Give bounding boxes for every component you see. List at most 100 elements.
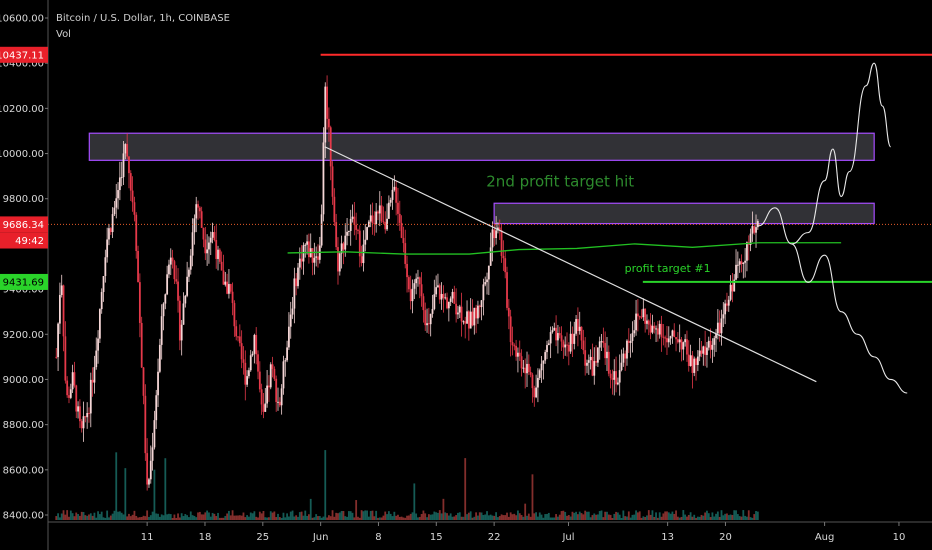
candle-body (224, 281, 227, 285)
volume-bar (69, 510, 72, 520)
candle-body (235, 326, 238, 337)
volume-bar (455, 515, 458, 520)
candle-body (106, 239, 109, 258)
volume-bar (622, 510, 625, 520)
candle-body (60, 285, 63, 295)
volume-bar (413, 483, 416, 520)
volume-bar (727, 515, 730, 520)
candle-body (449, 298, 452, 302)
candle-body (191, 232, 194, 256)
volume-bar (295, 515, 298, 520)
candle-body (555, 327, 557, 341)
candle-body (218, 249, 221, 262)
volume-bar (109, 515, 112, 520)
volume-bar (357, 516, 359, 520)
volume-bar (542, 517, 545, 520)
candle-body (438, 285, 441, 300)
volume-bar (135, 515, 138, 520)
candle-body (709, 340, 712, 350)
volume-bar (60, 513, 63, 520)
candle-body (467, 311, 470, 329)
candle-body (489, 247, 492, 266)
candle-body (278, 401, 281, 406)
candle-body (666, 338, 668, 343)
candle-body (707, 340, 710, 348)
candle-body (140, 322, 143, 368)
volume-bar (349, 511, 352, 520)
candle-body (651, 325, 654, 333)
volume-bar (222, 517, 225, 520)
volume-bar (366, 510, 368, 520)
volume-bar (148, 516, 150, 520)
volume-bar (749, 517, 752, 520)
volume-bar (331, 510, 334, 520)
volume-bar (578, 511, 581, 520)
candle-body (340, 243, 343, 254)
candle-body (695, 358, 697, 365)
candle-body (491, 229, 494, 248)
volume-bar (84, 515, 87, 520)
candle-body (193, 218, 196, 233)
candle-body (102, 276, 105, 293)
volume-bar (676, 516, 679, 520)
candle-body (255, 334, 258, 355)
candle-body (495, 230, 498, 239)
volume-bar (484, 514, 487, 520)
candle-body (146, 453, 149, 485)
candle-body (689, 355, 692, 366)
candle-body (453, 291, 456, 304)
volume-bar (302, 515, 305, 520)
candle-body (656, 328, 659, 335)
candle-body (644, 308, 647, 324)
volume-bar (424, 513, 427, 520)
volume-bar (533, 513, 536, 520)
candle-body (675, 337, 677, 340)
volume-bar (253, 511, 256, 520)
candle-body (535, 387, 538, 398)
volume-bar (309, 498, 312, 520)
volume-bar (417, 517, 419, 520)
candle-body (275, 378, 278, 403)
volume-bar (297, 516, 299, 520)
volume-bar (593, 513, 596, 520)
volume-bar (71, 513, 74, 520)
candle-body (451, 291, 454, 299)
volume-bar (560, 511, 563, 520)
volume-bar (82, 512, 85, 520)
candle-body (669, 336, 672, 339)
volume-bar (656, 517, 659, 520)
volume-bar (326, 517, 328, 520)
volume-bar (524, 503, 527, 520)
volume-bar (635, 510, 637, 520)
volume-bar (164, 458, 167, 520)
volume-bar (636, 512, 639, 520)
volume-bar (575, 511, 577, 520)
volume-bar (124, 468, 127, 520)
candle-body (720, 318, 723, 334)
volume-bar (387, 511, 390, 520)
x-tick-label: 11 (141, 532, 154, 543)
candle-body (667, 338, 670, 343)
volume-bar (569, 516, 572, 520)
candle-body (698, 350, 701, 357)
candle-body (342, 243, 345, 250)
candle-body (596, 347, 599, 363)
candle-body (338, 253, 341, 272)
volume-bar (427, 514, 430, 520)
volume-bar (340, 510, 343, 520)
volume-bar (129, 516, 132, 520)
volume-bar (324, 450, 327, 520)
candle-body (293, 278, 296, 309)
candle-body (469, 311, 472, 329)
volume-bar (338, 512, 341, 520)
volume-bar (329, 516, 332, 520)
candle-body (331, 166, 334, 197)
candle-body (249, 355, 252, 371)
volume-bar (426, 517, 428, 520)
volume-bar (313, 517, 316, 520)
volume-bar (375, 510, 378, 520)
volume-bar (644, 517, 647, 520)
y-tick-label: 10400.00 (0, 59, 44, 70)
volume-bar (197, 512, 199, 520)
